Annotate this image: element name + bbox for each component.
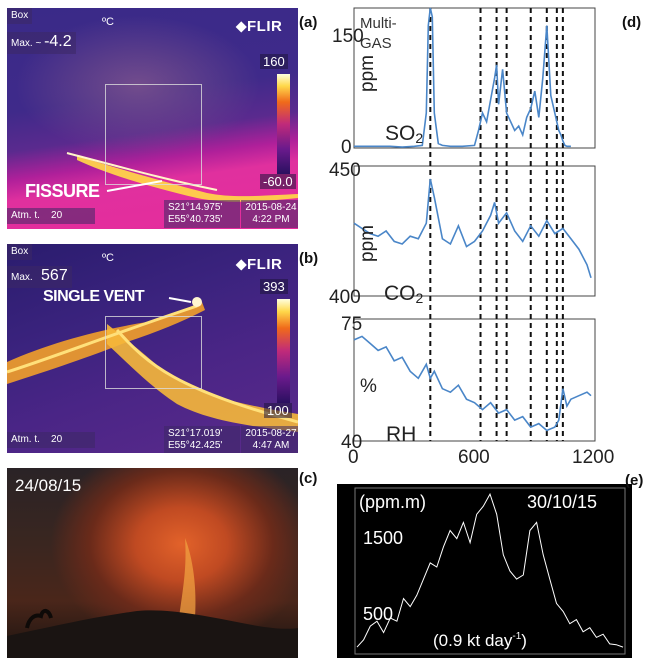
event-lines (429, 8, 564, 441)
unit-label: ºC (102, 252, 114, 264)
max-label: Max. ~ (11, 38, 42, 49)
co2-frame (353, 165, 596, 297)
x-tick-600: 600 (458, 447, 490, 468)
so2-ylabel: ppm (357, 55, 378, 92)
unit-label: ºC (102, 16, 114, 28)
scale-bottom: 100 (264, 403, 292, 418)
x-tick-1200: 1200 (572, 447, 614, 468)
series-line-d-SO2 (354, 7, 571, 148)
doas-series (356, 492, 624, 648)
series-line-d-CO2 (353, 178, 592, 279)
flir-logo: ⬥FLIR (236, 18, 283, 35)
series-line-d-RH (353, 335, 592, 432)
co2-ytick-bottom: 400 (329, 287, 361, 308)
doas-date-label: 30/10/15 (527, 492, 597, 512)
atm-box: Atm. t. 20 (7, 432, 95, 448)
flir-logo: ⬥FLIR (236, 256, 283, 273)
max-value: 567 (41, 267, 68, 284)
so2-frame (353, 7, 596, 149)
lava-glow-a (66, 152, 298, 202)
vent-pointer (168, 297, 192, 303)
scale-bottom: -60.0 (260, 174, 296, 189)
doas-frame (354, 487, 626, 655)
doas-chart: (ppm.m) 30/10/15 1500 500 (0.9 kt day-1) (354, 487, 626, 655)
max-readout: Max. 567 (7, 266, 72, 288)
multigas-chart: Multi- GAS 150 0 ppm SO2 450 400 ppm CO2… (329, 7, 614, 468)
doas-tick-1500: 1500 (363, 528, 403, 548)
gps-coords: S21°17.019' E55°42.425' (164, 426, 240, 453)
max-value: -4.2 (44, 33, 72, 50)
panel-letter-a: (a) (299, 14, 318, 31)
so2-ytick-top: 150 (332, 26, 364, 47)
series-lines (353, 7, 592, 432)
atm-box: Atm. t. 20 (7, 208, 95, 224)
fissure-pointer (106, 180, 163, 192)
doas-tick-500: 500 (363, 604, 393, 624)
instrument-label-1: Multi- (360, 15, 397, 32)
fissure-annotation: FISSURE (25, 181, 100, 201)
timestamp: 2015-08-27 4:47 AM (241, 426, 298, 453)
panel-letter-e: (e) (625, 472, 644, 489)
timestamp: 2015-08-24 4:22 PM (241, 200, 298, 228)
x-tick-0: 0 (348, 447, 359, 468)
instrument-label-2: GAS (360, 35, 392, 52)
vent-annotation: SINGLE VENT (43, 288, 145, 305)
photo-date: 24/08/15 (15, 476, 82, 495)
doas-unit-label: (ppm.m) (359, 492, 426, 512)
co2-ylabel: ppm (357, 225, 378, 262)
thermal-image-b: Box ºC Max. 567 ⬥FLIR 393 100 SINGLE VEN… (7, 244, 298, 453)
rh-ytick-bottom: 40 (341, 432, 362, 453)
roi-box (105, 84, 202, 185)
eruption-photo: 24/08/15 (7, 468, 298, 658)
box-label: Box (7, 8, 33, 24)
so2-series-label: SO2 (385, 122, 423, 146)
so2-ytick-bottom: 0 (341, 137, 352, 158)
co2-series-label: CO2 (384, 282, 424, 306)
doas-flux-label: (0.9 kt day-1) (433, 631, 527, 650)
photo-scene (7, 538, 298, 658)
panel-letter-d: (d) (622, 14, 642, 31)
doas-line (356, 492, 624, 648)
color-scale (277, 74, 290, 174)
doas-panel: (ppm.m) 30/10/15 1500 500 (0.9 kt day-1) (337, 484, 632, 658)
rh-ylabel: % (360, 376, 377, 397)
box-label: Box (7, 244, 33, 260)
rh-series-label: RH (386, 423, 416, 446)
scale-top: 160 (260, 54, 288, 69)
scale-top: 393 (260, 279, 288, 294)
co2-ytick-top: 450 (329, 160, 361, 181)
roi-box (105, 316, 202, 389)
rh-ytick-top: 75 (341, 314, 362, 335)
rh-frame (353, 318, 596, 442)
max-readout: Max. ~ -4.2 (7, 32, 76, 54)
panel-letter-b: (b) (299, 250, 319, 267)
gps-coords: S21°14.975' E55°40.735' (164, 200, 240, 228)
panel-letter-c: (c) (299, 470, 318, 487)
color-scale (277, 299, 290, 403)
max-label: Max. (11, 272, 33, 283)
thermal-image-a: Box ºC Max. ~ -4.2 ⬥FLIR 160 -60.0 FISSU… (7, 8, 298, 229)
